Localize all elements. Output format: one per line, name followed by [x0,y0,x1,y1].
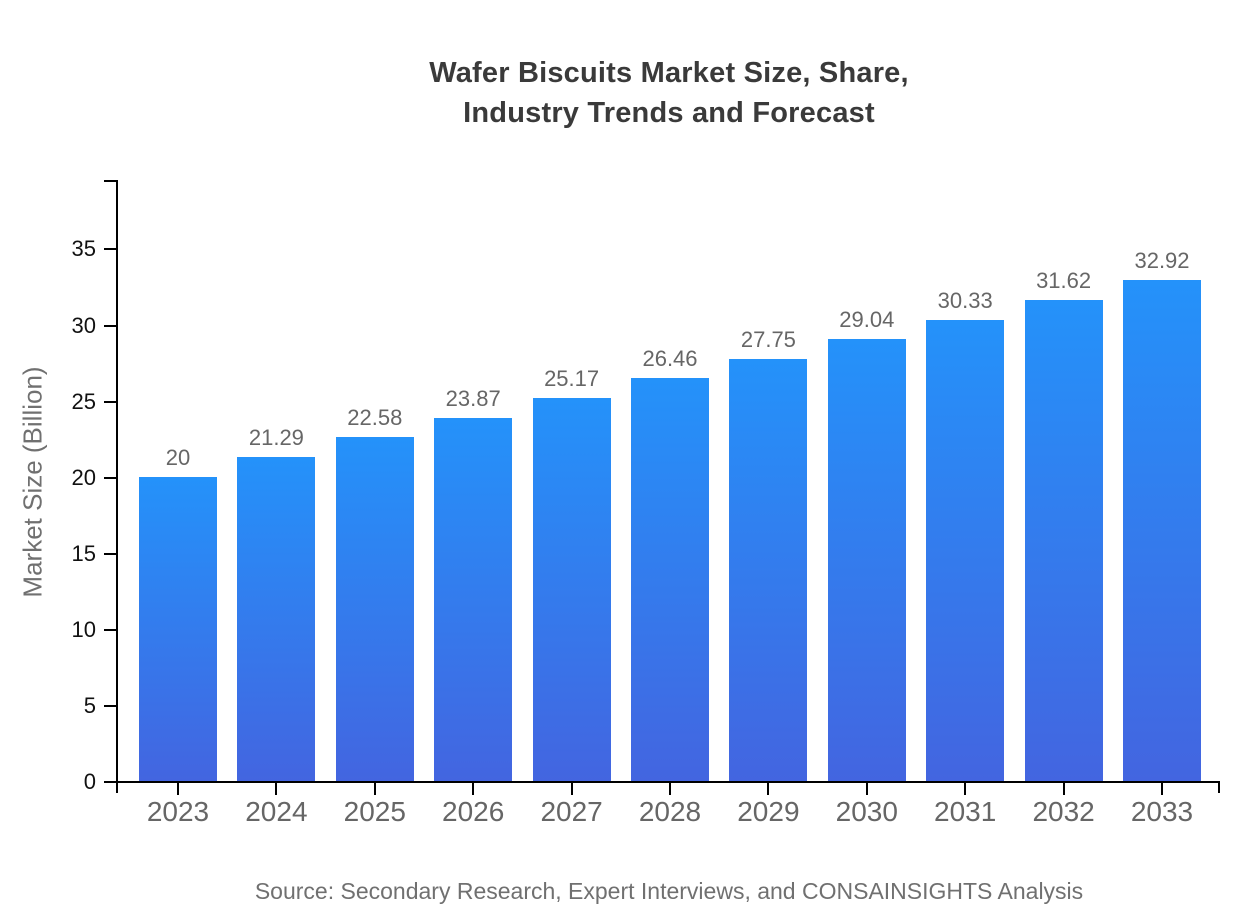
y-tick-label: 20 [71,464,96,490]
chart-title-line1: Wafer Biscuits Market Size, Share, [429,57,909,89]
x-tick-label: 2023 [146,796,210,827]
y-axis-end-cap [104,180,116,182]
x-tick-mark [669,783,671,795]
x-tick-mark [373,783,376,795]
x-tick-mark [570,783,573,795]
x-axis-left-cap [116,781,118,793]
y-tick-label: 10 [71,616,96,642]
y-axis-title: Market Size (Billion) [17,366,48,598]
x-tick-mark [964,783,967,795]
y-tick-mark [104,400,116,403]
bar-value-label: 21.29 [248,425,304,451]
y-tick-mark [104,248,116,251]
x-tick-mark [177,783,179,795]
bar [631,378,709,781]
x-tick-mark [472,783,475,795]
x-tick-label: 2030 [835,796,898,827]
x-tick-mark [1062,783,1065,795]
x-tick-label: 2025 [343,796,406,827]
bar-value-label: 31.62 [1036,267,1092,293]
bar-value-label: 30.33 [937,287,993,313]
bar [139,476,217,781]
source-attribution: Source: Secondary Research, Expert Inter… [254,878,1084,904]
bar [729,358,808,781]
x-tick-label: 2031 [934,796,997,827]
x-tick-mark [275,783,278,795]
chart-title: Wafer Biscuits Market Size, Share, Indus… [118,53,1220,133]
x-tick-label: 2033 [1130,796,1194,827]
bar-value-label: 27.75 [740,326,796,352]
y-tick-mark [104,476,116,479]
x-tick-label: 2029 [737,796,800,827]
y-tick-label: 15 [71,540,96,566]
x-tick-label: 2027 [540,796,603,827]
bar [335,437,414,781]
bar-value-label: 20 [165,444,191,470]
bar-value-label: 25.17 [544,366,600,392]
bar [1123,280,1201,781]
bar-value-label: 23.87 [445,385,501,411]
y-tick-label: 0 [83,769,96,794]
y-axis-line [116,180,118,783]
bar [434,417,513,781]
bar [532,398,611,781]
y-tick-mark [104,552,116,555]
y-tick-label: 5 [83,692,96,718]
x-tick-label: 2024 [245,796,308,827]
y-tick-mark [104,324,116,327]
x-axis-line [116,781,1220,783]
x-axis-right-cap [1218,781,1220,793]
bar [1024,299,1103,781]
bar-value-label: 32.92 [1134,248,1190,274]
bar-value-label: 22.58 [347,405,403,431]
bar [926,319,1005,781]
x-tick-mark [1161,783,1163,795]
bar [827,339,906,781]
x-tick-label: 2032 [1032,796,1095,827]
y-tick-label: 25 [71,388,96,414]
chart-title-line2: Industry Trends and Forecast [463,97,875,129]
y-tick-mark [104,704,116,707]
x-tick-mark [767,783,770,795]
x-tick-label: 2028 [638,796,702,827]
bar-value-label: 29.04 [839,307,895,333]
y-tick-mark [104,781,116,783]
y-tick-label: 35 [71,236,96,262]
x-tick-label: 2026 [442,796,505,827]
x-tick-mark [865,783,868,795]
bar-value-label: 26.46 [642,346,698,372]
bar [237,457,316,781]
y-tick-mark [104,628,116,631]
y-tick-label: 30 [71,312,96,338]
